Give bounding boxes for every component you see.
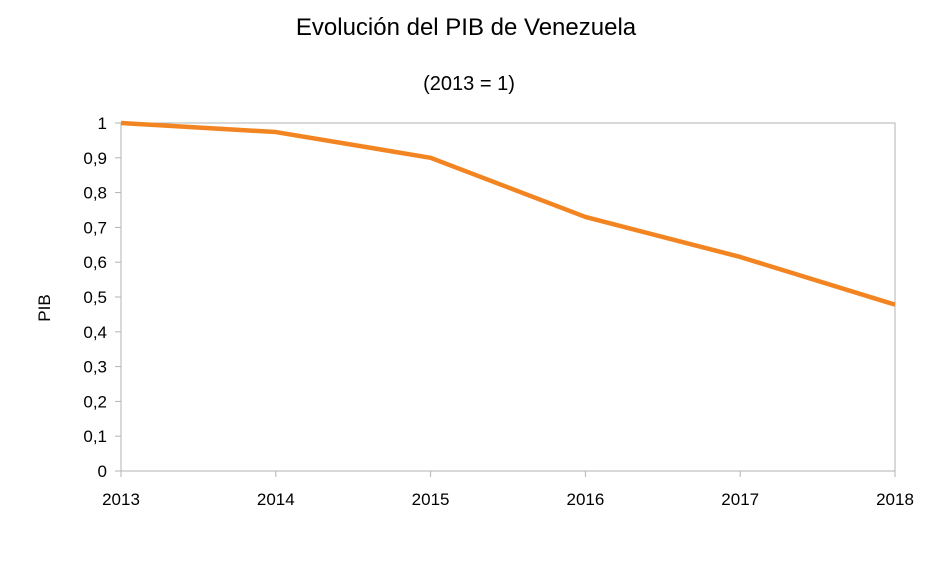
y-tick-label: 0,8 bbox=[83, 184, 107, 203]
y-tick-label: 0,4 bbox=[83, 323, 107, 342]
x-axis: 2013 2014 2015 2016 2017 2018 bbox=[102, 471, 914, 509]
x-tick-label: 2013 bbox=[102, 490, 140, 509]
y-tick-label: 0,1 bbox=[83, 427, 107, 446]
chart-subtitle: (2013 = 1) bbox=[423, 73, 515, 95]
y-axis-label: PIB bbox=[35, 294, 54, 321]
y-tick-label: 0,9 bbox=[83, 149, 107, 168]
y-tick-label: 0,7 bbox=[83, 218, 107, 237]
y-tick-label: 0,6 bbox=[83, 253, 107, 272]
y-tick-label: 0 bbox=[98, 462, 107, 481]
chart-title: Evolución del PIB de Venezuela bbox=[296, 14, 637, 41]
y-tick-label: 0,3 bbox=[83, 358, 107, 377]
y-tick-label: 0,5 bbox=[83, 288, 107, 307]
x-tick-label: 2015 bbox=[412, 490, 450, 509]
y-axis: 0 0,1 0,2 0,3 0,4 0,5 0,6 0,7 0,8 0,9 1 bbox=[83, 114, 121, 481]
x-tick-label: 2018 bbox=[876, 490, 914, 509]
x-tick-label: 2016 bbox=[566, 490, 604, 509]
y-tick-label: 0,2 bbox=[83, 392, 107, 411]
x-tick-label: 2017 bbox=[721, 490, 759, 509]
series-line-0 bbox=[120, 120, 896, 307]
series-layer bbox=[120, 120, 896, 307]
x-tick-label: 2014 bbox=[257, 490, 295, 509]
y-tick-label: 1 bbox=[98, 114, 107, 133]
plot-area-frame bbox=[120, 122, 896, 472]
